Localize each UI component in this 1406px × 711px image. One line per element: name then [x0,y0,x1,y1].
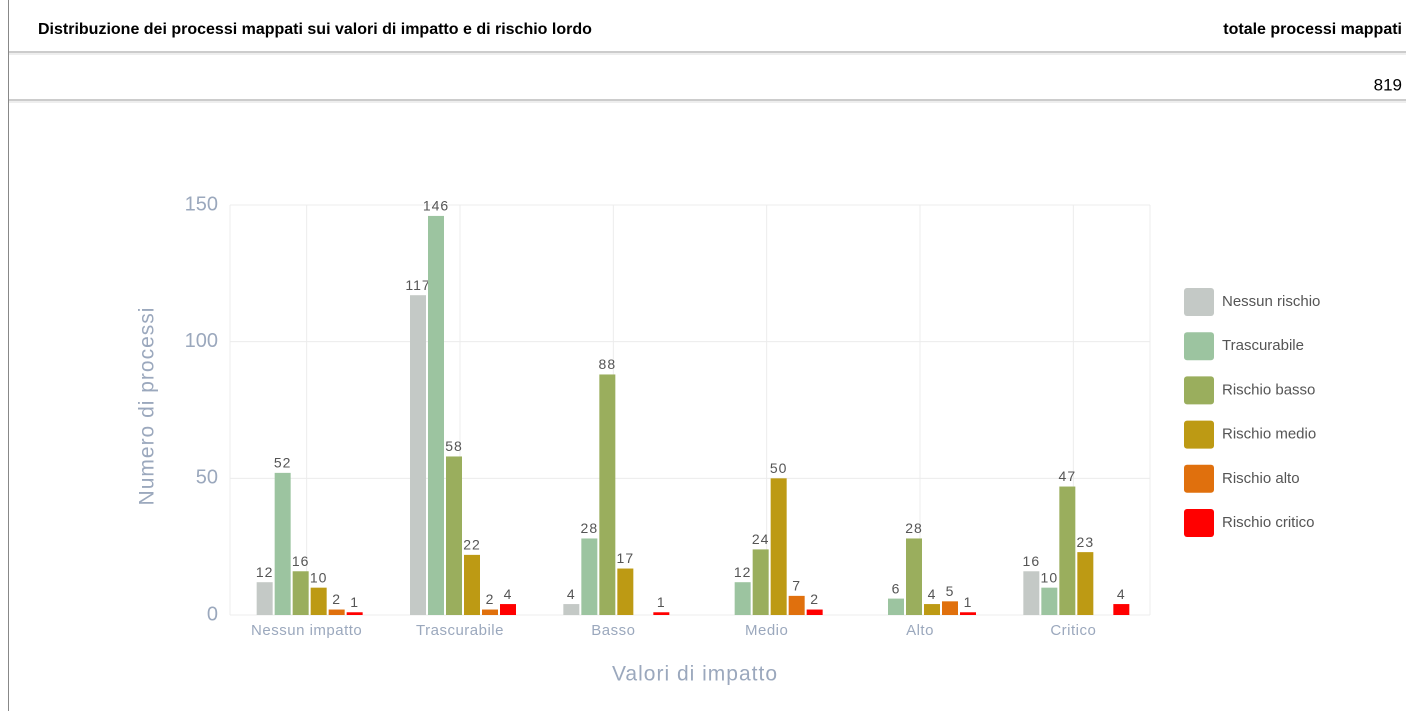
x-tick-label: Critico [1050,622,1096,639]
bar [428,215,444,615]
legend-swatch [1184,332,1214,361]
value-label: 1 [964,594,973,610]
bar [346,612,363,615]
y-tick-label: 100 [185,330,218,352]
value-label: 6 [892,580,901,596]
y-tick-label: 50 [196,467,218,489]
bar [581,538,598,615]
x-tick-label: Alto [906,622,934,639]
value-label: 22 [463,537,481,553]
x-axis-label: Valori di impatto [612,663,778,686]
bar [599,374,616,615]
bar [770,478,787,615]
value-label: 12 [256,564,274,580]
bar [617,568,634,615]
y-axis-label: Numero di processi [136,307,159,506]
legend-swatch [1184,420,1214,449]
value-label: 7 [792,578,801,594]
total-value: 819 [1374,75,1402,94]
legend-swatch [1184,376,1214,405]
bar [906,538,922,615]
value-label: 47 [1059,468,1077,484]
bar [924,604,940,615]
bar [292,571,309,615]
legend-swatch [1184,464,1214,493]
value-label: 10 [1041,569,1059,585]
x-tick-label: Nessun impatto [251,622,362,639]
bar [734,582,751,615]
x-tick-label: Basso [591,622,635,639]
bar [1023,571,1040,615]
bar [482,609,498,615]
bar [563,604,580,615]
value-label: 12 [734,564,752,580]
value-label: 1 [657,594,666,610]
header-title: Distribuzione dei processi mappati sui v… [38,21,592,38]
bar [410,295,426,615]
x-tick-label: Medio [745,622,788,639]
value-label: 23 [1077,534,1095,550]
value-label: 24 [752,531,770,547]
value-label: 4 [504,586,513,602]
bar [310,587,327,615]
bar [328,609,345,615]
bar [788,595,805,615]
value-label: 4 [567,586,576,602]
value-label: 2 [486,591,495,607]
bar [888,598,904,615]
bar [274,472,291,615]
value-label: 146 [423,198,449,214]
bar [752,549,769,615]
legend-swatch [1184,509,1214,537]
bar [464,554,480,615]
value-label: 28 [581,520,599,536]
value-label: 58 [445,438,463,454]
legend-label: Rischio alto [1222,470,1300,487]
y-tick-label: 150 [185,193,218,215]
legend-swatch [1184,288,1214,316]
legend-label: Rischio medio [1222,426,1316,443]
bar [1113,604,1130,615]
bar [1041,587,1058,615]
value-label: 52 [274,455,292,471]
value-label: 2 [332,591,341,607]
bar [806,609,823,615]
x-tick-label: Trascurabile [416,622,504,639]
legend-label: Trascurabile [1222,337,1304,354]
legend-label: Nessun rischio [1222,293,1320,310]
value-label: 28 [905,520,923,536]
value-label: 4 [928,586,937,602]
value-label: 117 [405,277,430,293]
legend-label: Rischio basso [1222,381,1315,398]
y-tick-label: 0 [207,603,218,625]
value-label: 10 [310,569,328,585]
bar [500,604,516,615]
value-label: 50 [770,460,788,476]
value-label: 17 [617,550,635,566]
value-label: 16 [292,553,310,569]
legend-label: Rischio critico [1222,514,1315,531]
value-label: 4 [1117,586,1126,602]
bar [256,582,273,615]
bar [960,612,976,615]
value-label: 88 [599,356,617,372]
value-label: 16 [1023,553,1041,569]
bar [653,612,670,615]
bar [1077,552,1094,615]
value-label: 2 [810,591,819,607]
header-total-label: totale processi mappati [1223,21,1402,38]
bar [1059,486,1076,615]
value-label: 1 [350,594,359,610]
value-label: 5 [946,583,955,599]
bar [446,456,462,615]
bar [942,601,958,615]
